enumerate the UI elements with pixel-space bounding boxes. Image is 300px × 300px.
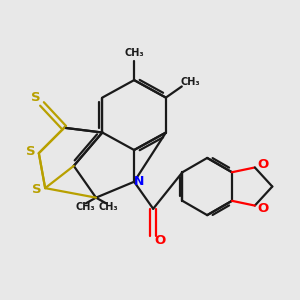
Text: S: S <box>32 183 42 196</box>
Text: N: N <box>134 175 144 188</box>
Text: CH₃: CH₃ <box>181 77 200 87</box>
Text: O: O <box>154 234 165 247</box>
Text: S: S <box>26 145 36 158</box>
Text: O: O <box>257 202 269 215</box>
Text: S: S <box>32 91 41 104</box>
Text: CH₃: CH₃ <box>99 202 118 212</box>
Text: CH₃: CH₃ <box>124 48 144 58</box>
Text: CH₃: CH₃ <box>75 202 95 212</box>
Text: O: O <box>257 158 269 171</box>
